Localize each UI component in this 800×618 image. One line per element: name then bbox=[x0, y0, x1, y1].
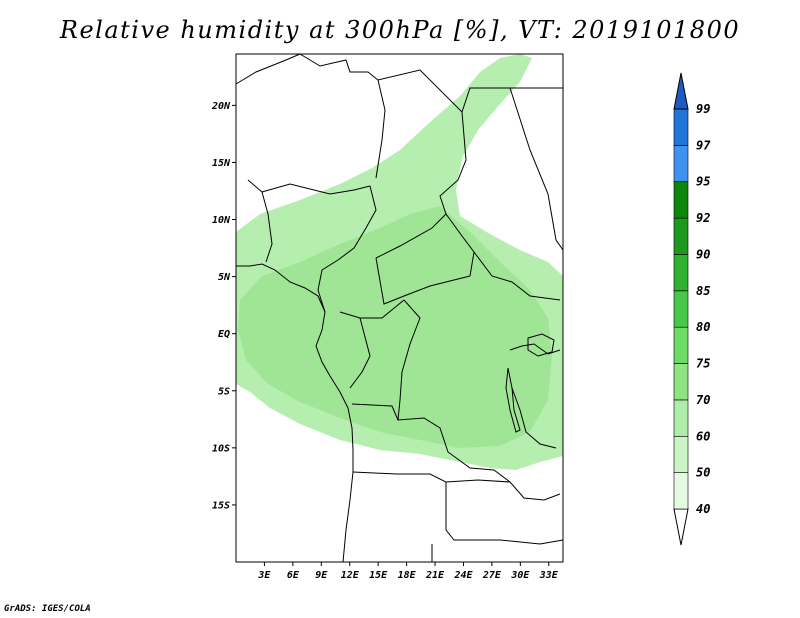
border-nigeria bbox=[247, 179, 371, 263]
border-chad-east bbox=[439, 111, 475, 277]
y-tick-label: EQ bbox=[218, 329, 230, 340]
x-tick-label: 15E bbox=[369, 570, 388, 581]
lake-victoria bbox=[527, 333, 555, 357]
map-plot-area: 3E 6E 9E 12E 15E 18E 21E 24E 27E 30E 33E 20N 15N 10N… bbox=[211, 53, 564, 581]
coastline bbox=[236, 263, 354, 563]
border-drc bbox=[397, 299, 511, 483]
map-title: Relative humidity at 300hPa [%], VT: 201… bbox=[59, 16, 741, 44]
colorbar-level-label: 75 bbox=[696, 357, 710, 371]
map-frame bbox=[235, 53, 564, 563]
colorbar-segment bbox=[673, 472, 689, 510]
border-north-west bbox=[235, 53, 301, 85]
colorbar-segment bbox=[673, 290, 689, 328]
x-tick-label: 9E bbox=[315, 570, 328, 581]
y-tick-label: 15N bbox=[212, 158, 231, 169]
x-tick-label: 24E bbox=[453, 570, 473, 581]
x-tick-label: 6E bbox=[287, 570, 300, 581]
colorbar-level-label: 80 bbox=[696, 320, 710, 334]
x-tick-label: 12E bbox=[341, 570, 360, 581]
border-zambia bbox=[445, 479, 561, 501]
border-great-lakes bbox=[509, 343, 561, 449]
y-tick-label: 10N bbox=[212, 215, 231, 226]
colorbar-level-label: 92 bbox=[696, 211, 710, 225]
colorbar-level-label: 70 bbox=[696, 393, 710, 407]
colorbar-level-label: 60 bbox=[696, 429, 710, 443]
grads-credit: GrADS: IGES/COLA bbox=[4, 604, 91, 614]
lake-tanganyika bbox=[505, 367, 521, 433]
border-sudan-ethiopia bbox=[509, 87, 564, 251]
colorbar-segment bbox=[673, 399, 689, 437]
border-car bbox=[375, 213, 471, 305]
country-boundaries bbox=[235, 53, 564, 563]
colorbar-level-label: 85 bbox=[696, 284, 710, 298]
humidity-region-core bbox=[238, 206, 552, 448]
y-tick-label: 10S bbox=[212, 443, 230, 454]
colorbar-level-label: 50 bbox=[696, 466, 710, 480]
longitude-ticks: 3E 6E 9E 12E 15E 18E 21E 24E 27E 30E 33E bbox=[257, 562, 559, 581]
colorbar-segment bbox=[673, 108, 689, 146]
x-tick-label: 18E bbox=[398, 570, 417, 581]
colorbar-segment bbox=[673, 326, 689, 364]
x-tick-label: 33E bbox=[539, 570, 559, 581]
y-tick-label: 5N bbox=[218, 272, 231, 283]
colorbar-lower-arrow bbox=[673, 508, 689, 546]
colorbar-segment bbox=[673, 363, 689, 401]
x-tick-label: 3E bbox=[257, 570, 271, 581]
colorbar-level-label: 97 bbox=[696, 138, 711, 152]
colorbar-level-label: 99 bbox=[696, 102, 710, 116]
border-southern bbox=[431, 539, 564, 562]
colorbar-segment bbox=[673, 435, 689, 473]
border-mali-niger bbox=[299, 53, 386, 179]
border-cameroon bbox=[317, 185, 377, 313]
humidity-shading bbox=[236, 54, 563, 470]
y-tick-label: 5S bbox=[218, 386, 230, 397]
colorbar-segment bbox=[673, 145, 689, 183]
colorbar-upper-arrow bbox=[673, 72, 689, 110]
colorbar-segment bbox=[673, 217, 689, 255]
y-tick-label: 15S bbox=[212, 500, 230, 511]
border-congo bbox=[339, 299, 405, 389]
colorbar-segment bbox=[673, 181, 689, 219]
border-sudan bbox=[473, 251, 561, 301]
colorbar-level-label: 95 bbox=[696, 175, 710, 189]
x-tick-label: 21E bbox=[425, 570, 445, 581]
x-tick-label: 30E bbox=[510, 570, 530, 581]
y-tick-label: 20N bbox=[211, 101, 231, 112]
colorbar-level-label: 40 bbox=[696, 502, 710, 516]
colorbar: 40 50 60 70 75 80 85 90 92 95 97 99 bbox=[673, 72, 711, 546]
latitude-ticks: 20N 15N 10N 5N EQ 5S 10S 15S bbox=[211, 101, 236, 511]
x-tick-label: 27E bbox=[482, 570, 502, 581]
colorbar-level-label: 90 bbox=[696, 247, 710, 261]
colorbar-segment bbox=[673, 254, 689, 292]
